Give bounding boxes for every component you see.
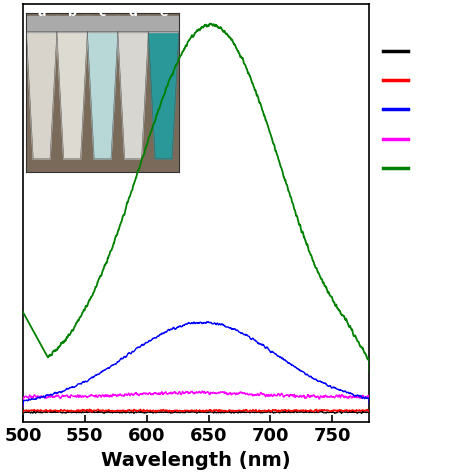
- X-axis label: Wavelength (nm): Wavelength (nm): [101, 451, 291, 470]
- Legend: , , , , : , , , ,: [383, 45, 412, 176]
